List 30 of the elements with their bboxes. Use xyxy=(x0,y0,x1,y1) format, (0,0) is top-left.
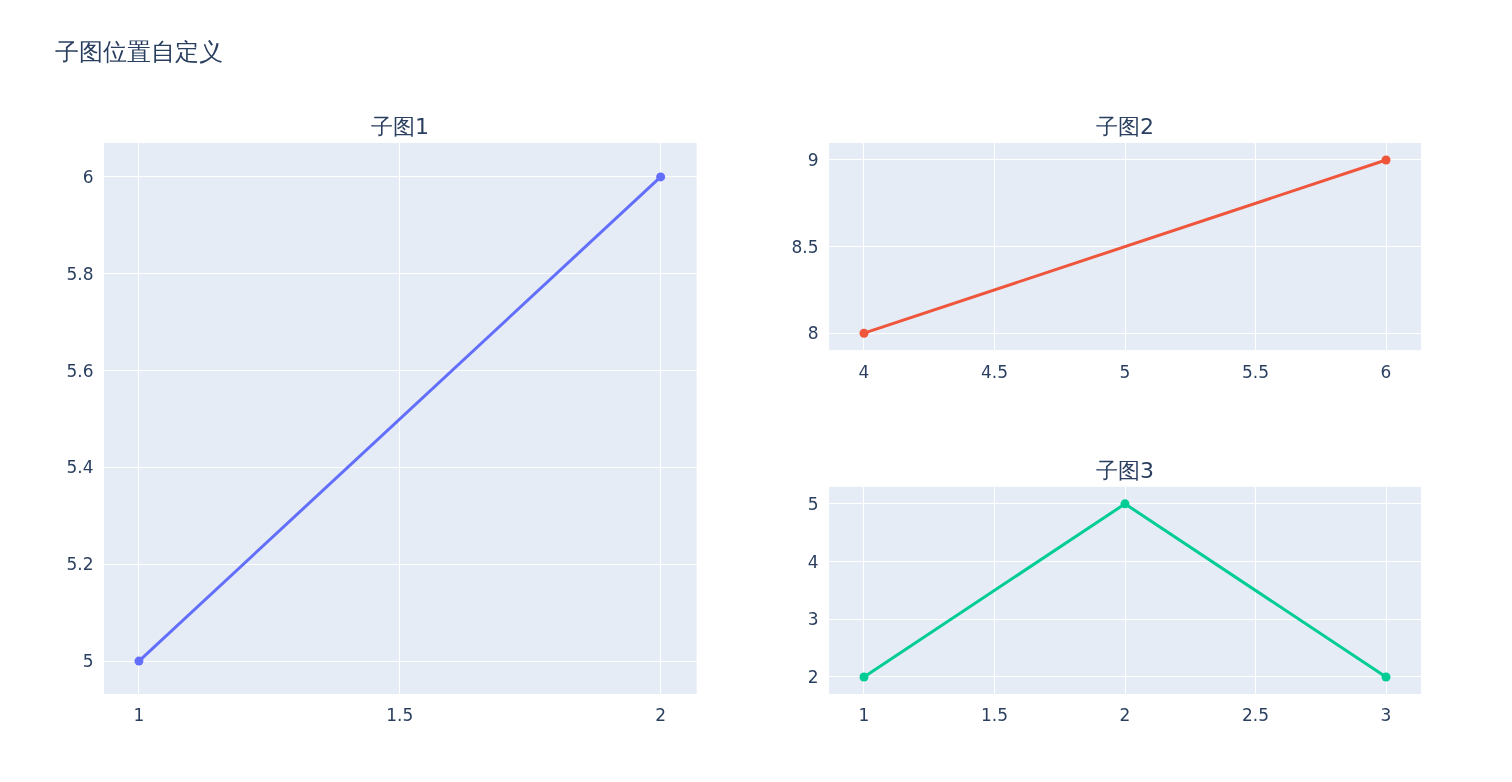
x-tick-label: 2.5 xyxy=(1242,705,1270,726)
x-tick-label: 3 xyxy=(1380,705,1392,726)
y-tick-label: 8.5 xyxy=(791,236,819,257)
x-tick-label: 4 xyxy=(858,361,870,382)
chart-subtitle: 子图2 xyxy=(1096,114,1154,139)
x-tick-label: 4.5 xyxy=(980,361,1009,382)
y-tick-label: 3 xyxy=(807,609,819,630)
chart-subtitle: 子图3 xyxy=(1096,458,1154,483)
chart-title: 子图位置自定义 xyxy=(55,38,223,67)
y-tick-label: 5.2 xyxy=(66,554,94,575)
y-tick-label: 6 xyxy=(82,166,94,187)
x-tick-label: 1.5 xyxy=(980,705,1009,726)
x-tick-label: 1 xyxy=(133,705,145,726)
x-tick-label: 1 xyxy=(858,705,870,726)
x-tick-label: 5 xyxy=(1119,361,1131,382)
y-tick-label: 8 xyxy=(807,323,819,344)
y-tick-label: 5 xyxy=(807,493,819,514)
y-tick-label: 9 xyxy=(807,149,819,170)
chart-subtitle: 子图1 xyxy=(371,114,429,139)
y-tick-label: 5.6 xyxy=(66,360,94,381)
x-tick-label: 2 xyxy=(1119,705,1131,726)
y-tick-label: 5 xyxy=(82,651,94,672)
x-tick-label: 6 xyxy=(1380,361,1392,382)
y-tick-label: 5.8 xyxy=(66,263,94,284)
y-tick-label: 5.4 xyxy=(66,457,94,478)
x-tick-label: 2 xyxy=(655,705,667,726)
y-tick-label: 4 xyxy=(807,551,819,572)
x-tick-label: 1.5 xyxy=(386,705,414,726)
y-tick-label: 2 xyxy=(807,666,819,687)
x-tick-label: 5.5 xyxy=(1242,361,1270,382)
